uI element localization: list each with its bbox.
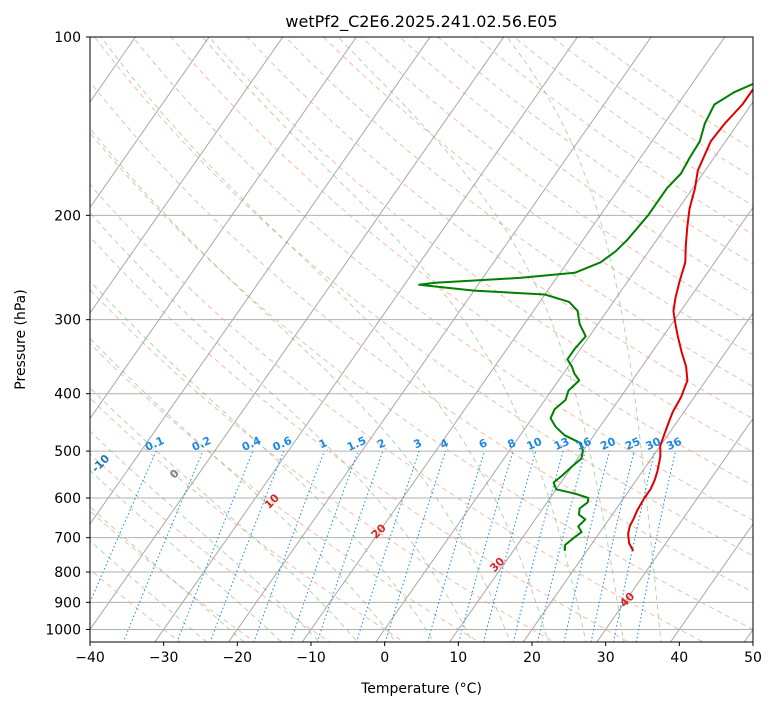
y-tick-label: 400 bbox=[54, 387, 81, 403]
x-tick-label: 0 bbox=[380, 650, 389, 666]
x-tick-label: 50 bbox=[744, 650, 762, 666]
x-tick-label: −20 bbox=[223, 650, 253, 666]
y-tick-label: 1000 bbox=[45, 622, 81, 638]
x-tick-label: 20 bbox=[523, 650, 541, 666]
y-axis-label: Pressure (hPa) bbox=[13, 289, 29, 389]
x-tick-label: −10 bbox=[296, 650, 326, 666]
y-tick-label: 700 bbox=[54, 531, 81, 547]
y-tick-label: 900 bbox=[54, 595, 81, 611]
x-tick-label: 10 bbox=[449, 650, 467, 666]
y-tick-label: 600 bbox=[54, 491, 81, 507]
x-axis-label: Temperature (°C) bbox=[360, 681, 482, 697]
x-tick-label: 40 bbox=[670, 650, 688, 666]
y-tick-label: 200 bbox=[54, 208, 81, 224]
x-tick-label: −40 bbox=[75, 650, 105, 666]
y-tick-label: 500 bbox=[54, 444, 81, 460]
y-tick-label: 100 bbox=[54, 30, 81, 46]
x-tick-label: −30 bbox=[149, 650, 179, 666]
x-tick-label: 30 bbox=[597, 650, 615, 666]
y-tick-label: 800 bbox=[54, 565, 81, 581]
chart-title: wetPf2_C2E6.2025.241.02.56.E05 bbox=[285, 12, 557, 32]
y-tick-label: 300 bbox=[54, 313, 81, 329]
